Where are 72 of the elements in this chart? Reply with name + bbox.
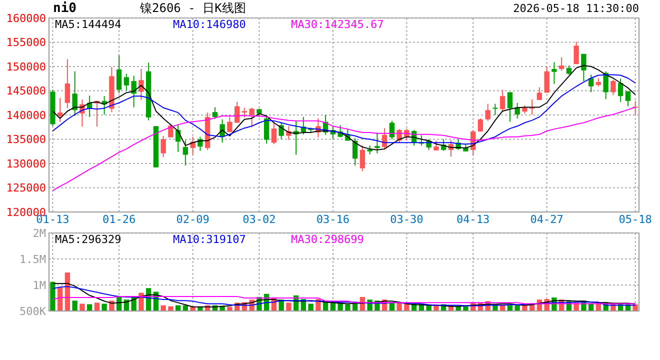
candlestick bbox=[182, 140, 188, 166]
candlestick bbox=[360, 145, 366, 172]
candlestick bbox=[352, 138, 358, 166]
x-tick-label: 04-27 bbox=[530, 213, 564, 226]
candlestick bbox=[514, 102, 520, 119]
text: MA5:144494 bbox=[55, 18, 122, 31]
candlestick bbox=[278, 122, 284, 140]
candlestick bbox=[507, 92, 513, 122]
candlestick bbox=[131, 75, 136, 108]
candlestick bbox=[625, 90, 631, 107]
candlestick bbox=[64, 58, 70, 109]
candlestick bbox=[566, 65, 572, 76]
candlestick bbox=[264, 115, 270, 144]
x-tick-label: 03-16 bbox=[316, 213, 350, 226]
line-series bbox=[52, 296, 636, 304]
y-tick-label: 145000 bbox=[6, 84, 46, 98]
candlestick bbox=[529, 98, 535, 116]
y-tick-label: 140000 bbox=[6, 108, 46, 122]
x-tick-label: 02-09 bbox=[176, 213, 210, 226]
candlestick bbox=[618, 78, 624, 102]
candlestick bbox=[610, 79, 616, 96]
candlestick bbox=[485, 103, 490, 122]
candlestick bbox=[212, 106, 218, 120]
y-tick-label: 130000 bbox=[6, 157, 46, 170]
y-tick-label: 135000 bbox=[6, 133, 46, 146]
candlestick bbox=[116, 54, 122, 94]
chart-subtitle: ni0 bbox=[53, 1, 77, 16]
candlestick bbox=[168, 124, 174, 138]
candlestick bbox=[138, 68, 144, 100]
candlestick bbox=[581, 53, 586, 82]
candlestick bbox=[242, 107, 248, 118]
candlestick bbox=[558, 56, 564, 72]
candlestick bbox=[160, 135, 166, 158]
y-tick-label: 500K bbox=[20, 304, 46, 318]
candlestick bbox=[227, 116, 232, 133]
candlestick bbox=[536, 86, 542, 100]
candlestick bbox=[492, 103, 498, 116]
x-tick-label: 03-02 bbox=[242, 213, 276, 226]
x-tick-label: 04-13 bbox=[456, 213, 490, 226]
text: 2026-05-18 11:30:00 bbox=[513, 2, 639, 15]
candlestick bbox=[234, 101, 240, 124]
y-tick-label: 150000 bbox=[6, 60, 46, 74]
candlestick bbox=[434, 140, 439, 151]
candlestick bbox=[552, 62, 557, 84]
candlestick bbox=[389, 120, 395, 140]
x-tick-label: 01-26 bbox=[102, 213, 136, 226]
y-tick-label: 1M bbox=[32, 278, 46, 292]
candlestick bbox=[57, 98, 63, 122]
candlestick bbox=[249, 107, 254, 128]
x-tick-label: 05-18 bbox=[618, 213, 652, 226]
y-tick-label: 1.5M bbox=[20, 252, 46, 266]
candlestick bbox=[124, 73, 130, 92]
text: MA5:296329 bbox=[55, 233, 122, 246]
text: MA10:146980 bbox=[173, 18, 246, 31]
text: MA30:142345.67 bbox=[291, 18, 384, 31]
candlestick bbox=[478, 118, 484, 132]
candlestick bbox=[374, 132, 380, 154]
text: MA10:319107 bbox=[173, 233, 246, 246]
candlestick bbox=[603, 70, 608, 100]
candlestick bbox=[271, 122, 277, 145]
y-tick-label: 155000 bbox=[6, 36, 46, 50]
x-tick-label: 03-30 bbox=[390, 213, 424, 226]
chart-title: 镍2606 - 日K线图 bbox=[139, 1, 246, 15]
candlestick bbox=[544, 66, 550, 94]
text: MA30:298699 bbox=[291, 233, 364, 246]
y-tick-label: 160000 bbox=[6, 12, 46, 25]
candlestick bbox=[574, 41, 579, 65]
candlestick bbox=[588, 74, 594, 93]
y-tick-label: 2M bbox=[32, 226, 46, 240]
candlestick bbox=[500, 89, 506, 113]
candlestick bbox=[72, 70, 78, 116]
y-tick-label: 125000 bbox=[6, 182, 46, 195]
